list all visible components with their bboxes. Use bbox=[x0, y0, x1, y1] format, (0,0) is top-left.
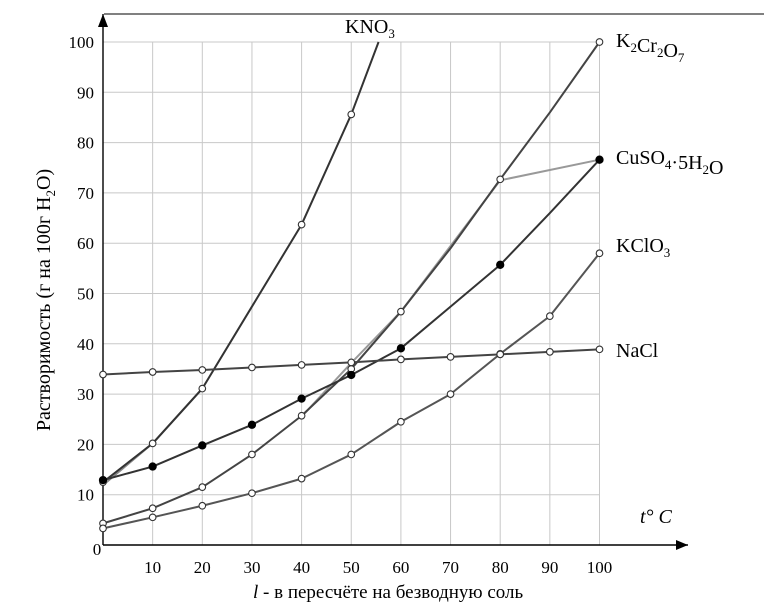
series-label-part: CuSO bbox=[616, 147, 665, 169]
series-label-nacl: NaCl bbox=[616, 340, 659, 362]
series-label-part: Cr bbox=[637, 35, 657, 57]
series-label-part: O bbox=[663, 40, 677, 62]
point-kclo3 bbox=[148, 513, 157, 522]
x-tick-label: 0 bbox=[93, 540, 102, 559]
axes bbox=[98, 14, 688, 550]
point-nacl bbox=[496, 350, 505, 359]
series-label-part: 4 bbox=[665, 157, 672, 172]
point-cuso4-5h2o bbox=[347, 370, 356, 380]
y-axis-arrow-icon bbox=[98, 14, 108, 27]
point-nacl bbox=[198, 366, 207, 374]
y-tick-labels: 10 20 30 40 50 60 70 80 90 100 bbox=[69, 33, 95, 505]
y-tick-label: 80 bbox=[77, 134, 94, 153]
series-label-cuso4-5h2o: CuSO4·5H2O bbox=[616, 147, 723, 179]
point-kclo3 bbox=[545, 312, 554, 320]
point-kclo3 bbox=[397, 417, 405, 426]
series-label-part: 2 bbox=[630, 40, 637, 55]
series-label-k2cr2o7: K2Cr2O7 bbox=[616, 30, 685, 65]
x-axis-label: t° C bbox=[640, 506, 673, 528]
series-label-part: KNO bbox=[345, 16, 388, 38]
x-tick-label: 10 bbox=[144, 558, 161, 577]
y-tick-label: 90 bbox=[77, 83, 94, 102]
x-axis-arrow-icon bbox=[676, 540, 688, 550]
y-tick-label: 60 bbox=[77, 234, 94, 253]
point-nacl bbox=[148, 368, 157, 376]
series-label-part: NaCl bbox=[616, 340, 659, 362]
point-k2cr2o7 bbox=[198, 483, 207, 492]
point-cuso4-5h2o bbox=[198, 441, 207, 450]
x-tick-labels: 0 10 20 30 40 50 60 70 80 90 100 bbox=[93, 540, 613, 577]
point-nacl bbox=[595, 345, 604, 354]
point-k2cr2o7 bbox=[297, 411, 306, 420]
footnote-text: - в пересчёте на безводную соль bbox=[258, 582, 523, 603]
y-tick-label: 100 bbox=[69, 33, 95, 52]
point-kclo3 bbox=[446, 390, 455, 398]
series-line-kno3 bbox=[102, 41, 380, 483]
series-label-part: 3 bbox=[664, 245, 671, 260]
point-nacl bbox=[99, 370, 107, 379]
point-kclo3 bbox=[297, 474, 306, 483]
point-nacl bbox=[297, 361, 306, 369]
point-nacl bbox=[347, 358, 356, 367]
point-kno3 bbox=[148, 439, 157, 448]
point-kclo3 bbox=[248, 489, 256, 498]
y-tick-label: 70 bbox=[77, 184, 94, 203]
y-tick-label: 30 bbox=[77, 385, 94, 404]
series-label-part: KClO bbox=[616, 235, 664, 257]
x-tick-label: 70 bbox=[442, 558, 459, 577]
point-nacl bbox=[397, 355, 405, 364]
point-k2cr2o7 bbox=[397, 307, 405, 316]
point-kclo3 bbox=[347, 450, 356, 459]
x-tick-label: 60 bbox=[392, 558, 409, 577]
point-k2cr2o7 bbox=[595, 38, 604, 46]
point-nacl bbox=[248, 363, 256, 372]
point-kno3 bbox=[347, 110, 356, 119]
point-cuso4-5h2o bbox=[247, 420, 257, 429]
point-k2cr2o7 bbox=[248, 450, 256, 459]
point-nacl bbox=[446, 353, 455, 361]
point-cuso4-5h2o bbox=[396, 344, 406, 353]
x-tick-label: 30 bbox=[243, 558, 260, 577]
footnote: l - в пересчёте на безводную соль bbox=[253, 582, 524, 603]
point-cuso4-5h2o bbox=[595, 155, 604, 164]
point-kclo3 bbox=[595, 249, 604, 258]
series-label-part: 2 bbox=[703, 162, 710, 177]
series-label-part: K bbox=[616, 30, 631, 52]
footnote-symbol: l bbox=[253, 582, 258, 603]
point-kclo3 bbox=[198, 501, 207, 510]
x-tick-label: 40 bbox=[293, 558, 310, 577]
point-cuso4-5h2o bbox=[98, 475, 108, 485]
point-k2cr2o7 bbox=[148, 504, 157, 513]
point-cuso4-5h2o bbox=[148, 462, 157, 471]
point-kno3 bbox=[297, 220, 306, 229]
point-nacl bbox=[545, 347, 554, 356]
series-label-part: 3 bbox=[388, 26, 395, 41]
point-k2cr2o7 bbox=[496, 175, 505, 184]
point-kno3 bbox=[198, 384, 207, 393]
series-label-part: 7 bbox=[678, 50, 685, 65]
point-cuso4-5h2o bbox=[496, 260, 505, 269]
series-label-part: O bbox=[709, 157, 723, 179]
point-cuso4-5h2o bbox=[297, 394, 306, 403]
point-kclo3 bbox=[99, 524, 107, 533]
series-label-part: ·5H bbox=[671, 152, 702, 174]
series-label-kclo3: KClO3 bbox=[616, 235, 670, 260]
x-tick-label: 80 bbox=[492, 558, 509, 577]
x-tick-label: 20 bbox=[194, 558, 211, 577]
y-tick-label: 20 bbox=[77, 435, 94, 454]
series-label-part: 2 bbox=[657, 45, 664, 60]
x-tick-label: 50 bbox=[343, 558, 360, 577]
x-tick-label: 100 bbox=[587, 558, 613, 577]
x-tick-label: 90 bbox=[541, 558, 558, 577]
y-tick-label: 40 bbox=[77, 335, 94, 354]
series-label-kno3: KNO3 bbox=[345, 16, 395, 41]
y-axis-label: Растворимость (г на 100г H2O) bbox=[33, 169, 58, 431]
y-tick-label: 50 bbox=[77, 285, 94, 304]
y-tick-label: 10 bbox=[77, 486, 94, 505]
series bbox=[98, 38, 604, 533]
